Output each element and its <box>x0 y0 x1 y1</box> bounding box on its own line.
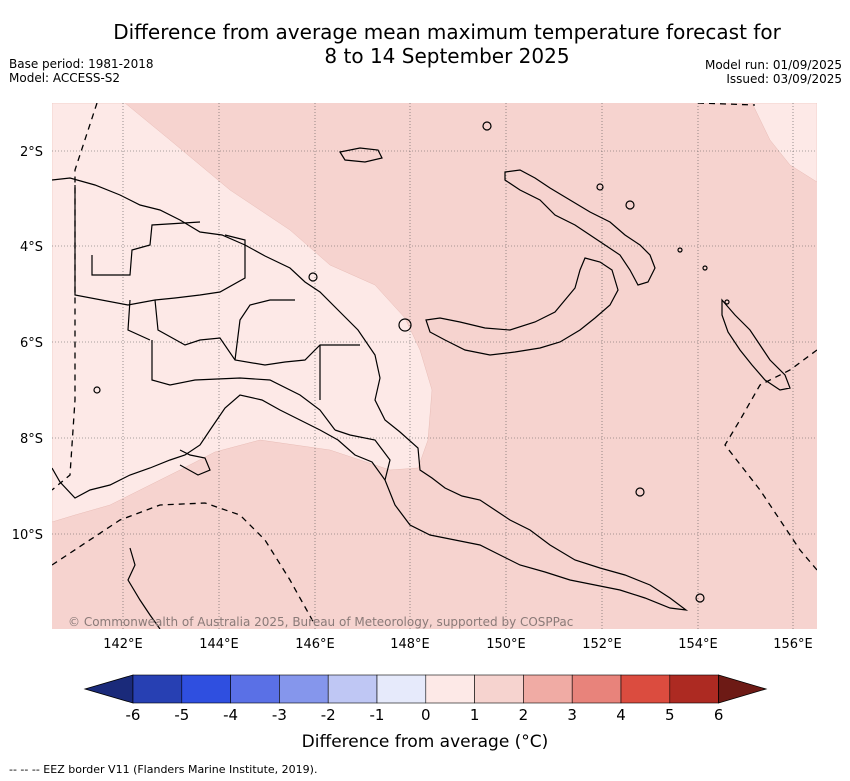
island <box>724 299 730 305</box>
colorbar-tick-label: 6 <box>714 706 724 724</box>
manus-coast <box>339 147 383 163</box>
base-period: Base period: 1981-2018 <box>9 57 154 71</box>
issued-date: Issued: 03/09/2025 <box>726 72 842 86</box>
province-border-4 <box>151 340 336 431</box>
colorbar-tick-label: 0 <box>421 706 431 724</box>
province-border-2 <box>91 221 201 276</box>
lon-label: 154°E <box>678 637 718 652</box>
lon-label: 152°E <box>582 637 622 652</box>
island <box>398 318 412 332</box>
eez-note: -- -- -- EEZ border V11 (Flanders Marine… <box>9 763 318 776</box>
model-name: Model: ACCESS-S2 <box>9 71 121 85</box>
island <box>635 487 645 497</box>
map-area: © Commonwealth of Australia 2025, Bureau… <box>52 103 817 629</box>
lon-label: 146°E <box>295 637 335 652</box>
new-britain-coast <box>425 257 619 356</box>
colorbar-label: Difference from average (°C) <box>301 732 549 752</box>
lon-labels: 142°E 144°E 146°E 148°E 150°E 152°E 154°… <box>103 637 813 652</box>
colorbar-tick-label: 5 <box>665 706 675 724</box>
colorbar-bin <box>474 674 524 704</box>
colorbar-tick-label: -2 <box>321 706 336 724</box>
anomaly-region-ne <box>751 103 817 183</box>
colorbar-bin <box>669 674 719 704</box>
colorbar-tick-label: -3 <box>272 706 287 724</box>
model-run: Model run: 01/09/2025 <box>704 58 842 72</box>
lon-label: 142°E <box>103 637 143 652</box>
copyright-text: © Commonwealth of Australia 2025, Bureau… <box>68 615 573 629</box>
new-ireland-coast <box>504 169 656 286</box>
province-border-8 <box>334 429 391 481</box>
colorbar-bin <box>376 674 427 704</box>
bougainville-coast <box>721 298 791 391</box>
lat-label: 2°S <box>20 145 43 160</box>
island <box>677 247 683 253</box>
island <box>308 272 318 282</box>
province-border-6 <box>234 299 295 361</box>
lon-label: 144°E <box>199 637 239 652</box>
province-border-5 <box>127 299 151 341</box>
colorbar-bin <box>181 674 231 704</box>
island <box>93 386 101 394</box>
forecast-map: © Commonwealth of Australia 2025, Bureau… <box>12 103 817 724</box>
colorbar-bin <box>327 674 378 704</box>
map-title: Difference from average mean maximum tem… <box>90 20 804 68</box>
coastlines <box>52 121 791 629</box>
colorbar-bin <box>132 674 183 704</box>
island <box>695 593 705 603</box>
colorbar-tick-label: -6 <box>126 706 141 724</box>
island <box>482 121 492 131</box>
island <box>625 200 635 210</box>
eez-borders <box>52 103 817 626</box>
lon-label: 150°E <box>486 637 526 652</box>
cape-york-coast <box>127 547 161 629</box>
colorbar-tick-label: -5 <box>174 706 189 724</box>
anomaly-region-0-1 <box>52 103 433 523</box>
island <box>702 265 708 271</box>
colorbar-tick-label: 3 <box>567 706 577 724</box>
new-guinea-coast <box>52 177 689 611</box>
lon-label: 148°E <box>390 637 430 652</box>
meta-right: Model run: 01/09/2025 Issued: 03/09/2025 <box>705 58 842 86</box>
torres-coast <box>179 449 211 476</box>
colorbar-tick-label: -1 <box>370 706 385 724</box>
lat-label: 10°S <box>12 528 43 543</box>
meta-left: Base period: 1981-2018 Model: ACCESS-S2 <box>9 57 154 85</box>
colorbar-extend-high <box>718 674 768 704</box>
graticule <box>52 103 817 629</box>
colorbar-tick-label: -4 <box>223 706 238 724</box>
colorbar-bin <box>279 674 329 704</box>
lon-label: 156°E <box>773 637 813 652</box>
colorbar-bin <box>620 674 671 704</box>
colorbar-extend-low <box>83 674 134 704</box>
colorbar-bin <box>571 674 622 704</box>
colorbar-bin <box>523 674 573 704</box>
lat-label: 6°S <box>20 336 43 351</box>
title-line-1: Difference from average mean maximum tem… <box>113 20 781 44</box>
lat-label: 4°S <box>20 240 43 255</box>
colorbar-bin <box>425 674 475 704</box>
colorbar-tick-label: 2 <box>519 706 529 724</box>
title-line-2: 8 to 14 September 2025 <box>324 44 570 68</box>
colorbar-tick-label: 1 <box>470 706 480 724</box>
lat-label: 8°S <box>20 432 43 447</box>
colorbar-bin <box>230 674 280 704</box>
colorbar-tick-label: 4 <box>616 706 626 724</box>
island <box>596 183 604 191</box>
colorbar-ticks: -6 -5 -4 -3 -2 -1 0 1 2 3 4 5 6 <box>126 706 724 724</box>
province-border-1 <box>74 185 246 306</box>
lat-labels: 2°S 4°S 6°S 8°S 10°S <box>12 145 43 543</box>
colorbar <box>83 674 768 704</box>
